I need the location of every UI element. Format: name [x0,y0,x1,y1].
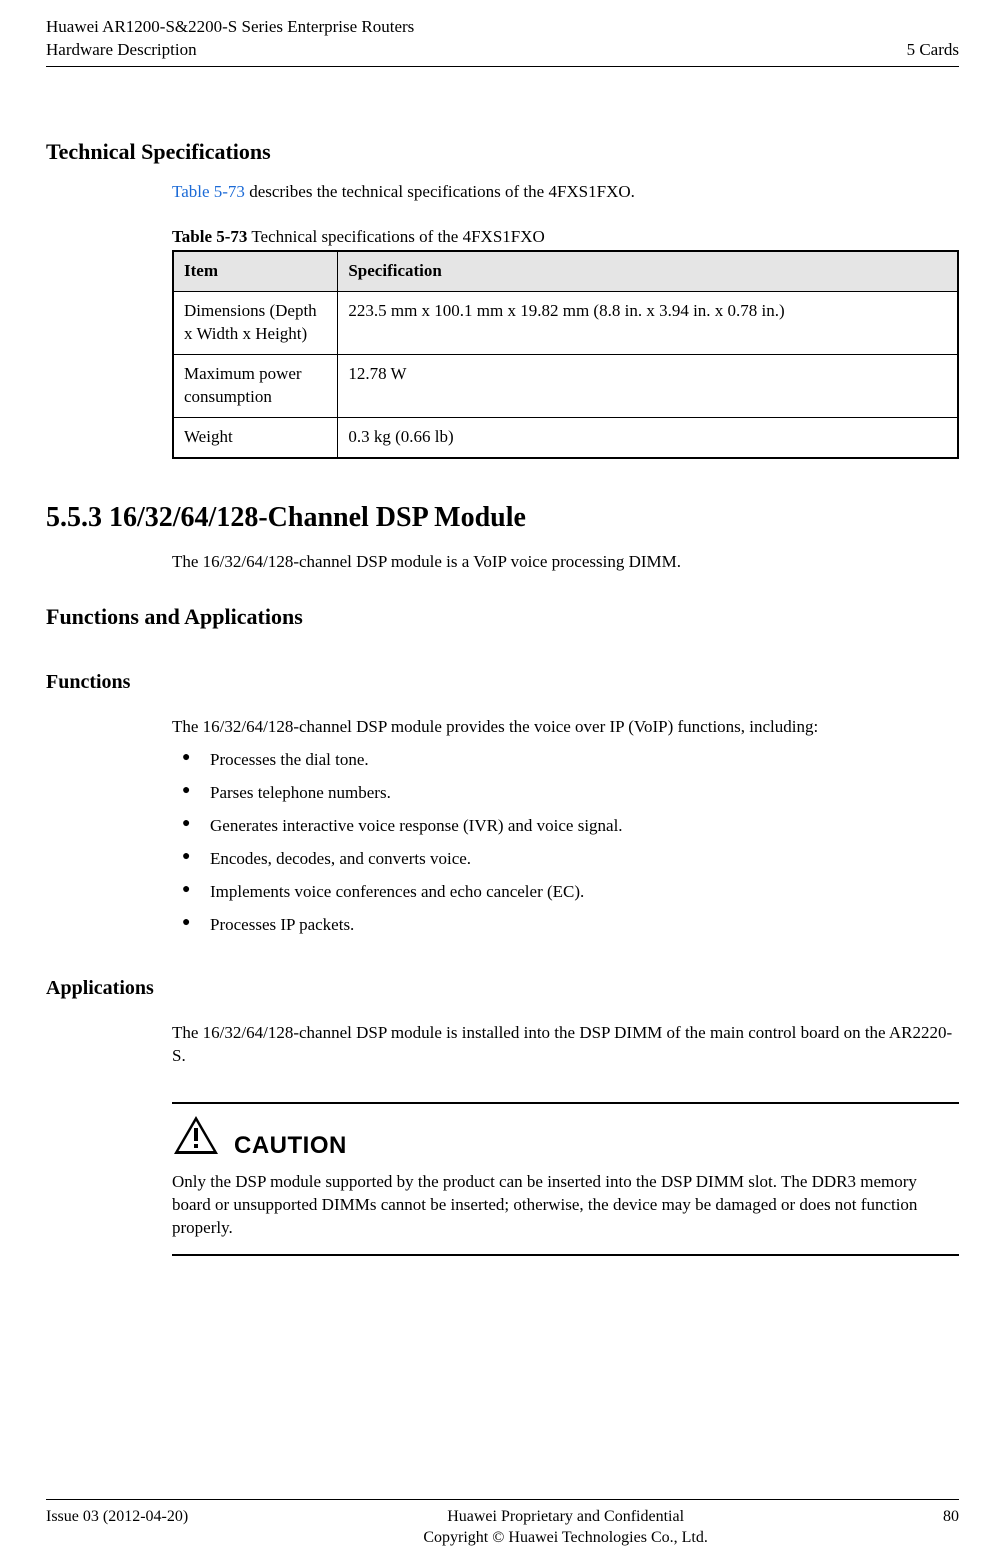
table-header-row: Item Specification [173,251,958,291]
header-right: 5 Cards [907,16,959,62]
cell-spec: 0.3 kg (0.66 lb) [338,418,958,458]
tech-spec-intro-rest: describes the technical specifications o… [245,182,635,201]
list-item: Encodes, decodes, and converts voice. [172,848,959,871]
table-ref-link[interactable]: Table 5-73 [172,182,245,201]
caution-rule-top [172,1102,959,1104]
col-item: Item [173,251,338,291]
heading-func-app: Functions and Applications [46,602,959,632]
page-header: Huawei AR1200-S&2200-S Series Enterprise… [46,16,959,67]
footer-left: Issue 03 (2012-04-20) [46,1506,188,1549]
heading-dsp-module: 5.5.3 16/32/64/128-Channel DSP Module [46,499,959,537]
header-section: 5 Cards [907,39,959,62]
caution-label: CAUTION [234,1130,347,1162]
caution-block: CAUTION Only the DSP module supported by… [172,1102,959,1256]
functions-intro: The 16/32/64/128-channel DSP module prov… [172,716,959,739]
header-title-line2: Hardware Description [46,39,414,62]
footer-page-number: 80 [943,1506,959,1549]
col-spec: Specification [338,251,958,291]
footer-center-line1: Huawei Proprietary and Confidential [188,1506,943,1528]
table-row: Maximum power consumption 12.78 W [173,355,958,418]
header-left: Huawei AR1200-S&2200-S Series Enterprise… [46,16,414,62]
caution-rule-bottom [172,1254,959,1256]
table-row: Dimensions (Depth x Width x Height) 223.… [173,292,958,355]
footer-center: Huawei Proprietary and Confidential Copy… [188,1506,943,1549]
dsp-intro: The 16/32/64/128-channel DSP module is a… [172,551,959,574]
cell-spec: 12.78 W [338,355,958,418]
tech-spec-intro: Table 5-73 describes the technical speci… [172,181,959,204]
caution-text: Only the DSP module supported by the pro… [172,1171,959,1240]
tech-spec-table: Item Specification Dimensions (Depth x W… [172,250,959,459]
table-caption-bold: Table 5-73 [172,227,247,246]
table-caption-rest: Technical specifications of the 4FXS1FXO [247,227,544,246]
list-item: Parses telephone numbers. [172,782,959,805]
applications-text: The 16/32/64/128-channel DSP module is i… [172,1022,959,1068]
page-footer: Issue 03 (2012-04-20) Huawei Proprietary… [46,1499,959,1549]
header-title-line1: Huawei AR1200-S&2200-S Series Enterprise… [46,16,414,39]
heading-applications: Applications [46,975,959,1002]
table-row: Weight 0.3 kg (0.66 lb) [173,418,958,458]
cell-item: Maximum power consumption [173,355,338,418]
list-item: Generates interactive voice response (IV… [172,815,959,838]
heading-functions: Functions [46,669,959,696]
heading-tech-spec: Technical Specifications [46,137,959,167]
functions-list: Processes the dial tone. Parses telephon… [172,749,959,937]
footer-center-line2: Copyright © Huawei Technologies Co., Ltd… [188,1527,943,1549]
list-item: Processes the dial tone. [172,749,959,772]
list-item: Implements voice conferences and echo ca… [172,881,959,904]
cell-item: Weight [173,418,338,458]
cell-spec: 223.5 mm x 100.1 mm x 19.82 mm (8.8 in. … [338,292,958,355]
table-caption: Table 5-73 Technical specifications of t… [172,226,959,249]
caution-icon [172,1114,220,1163]
list-item: Processes IP packets. [172,914,959,937]
cell-item: Dimensions (Depth x Width x Height) [173,292,338,355]
